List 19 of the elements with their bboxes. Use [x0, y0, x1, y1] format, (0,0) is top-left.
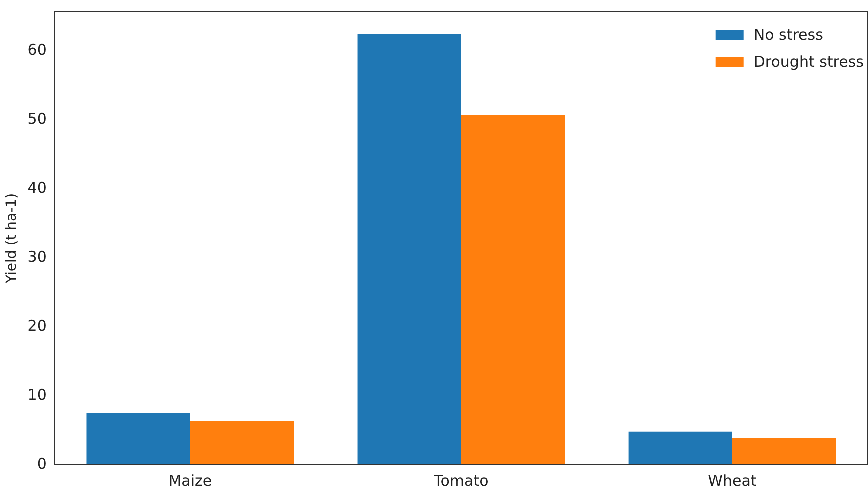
bar — [358, 34, 462, 465]
x-tick-label: Maize — [168, 472, 212, 490]
y-tick-label: 30 — [28, 248, 47, 266]
bar — [86, 413, 190, 465]
legend-label: Drought stress — [754, 52, 864, 71]
y-tick-label: 50 — [28, 110, 47, 128]
legend-label: No stress — [754, 26, 824, 44]
x-tick-label: Wheat — [708, 472, 757, 490]
y-tick-label: 20 — [28, 316, 47, 335]
bar — [461, 115, 566, 465]
y-tick-label: 60 — [28, 41, 47, 60]
bar — [190, 422, 294, 465]
y-tick-label: 0 — [37, 454, 47, 473]
y-tick-label: 10 — [28, 386, 47, 404]
bar — [628, 432, 732, 465]
y-tick-label: 40 — [28, 179, 47, 198]
y-axis-title: Yield (t ha-1) — [4, 193, 20, 285]
x-tick-label: Tomato — [433, 472, 489, 490]
bar — [732, 438, 836, 465]
